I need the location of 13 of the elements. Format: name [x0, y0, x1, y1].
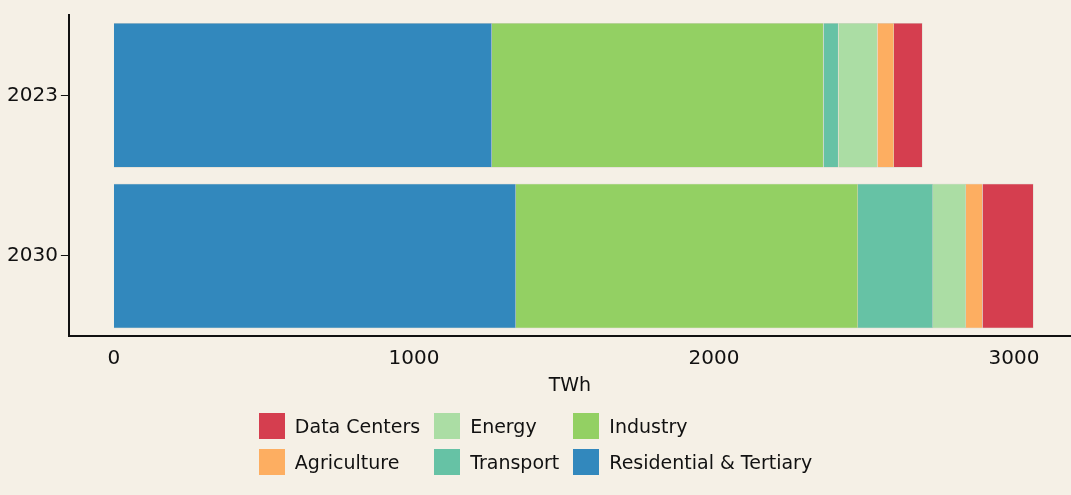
- y-tick-label: 2030: [6, 242, 58, 267]
- y-tick-label: 2023: [6, 81, 58, 106]
- x-tick-label: 3000: [988, 345, 1040, 370]
- legend-label: Data Centers: [294, 415, 421, 437]
- x-tick-label: 1000: [388, 345, 440, 370]
- legend-label: Agriculture: [294, 451, 400, 473]
- legend-label: Residential & Tertiary: [609, 451, 813, 473]
- x-tick-label: 2000: [688, 345, 740, 370]
- legend-label: Transport: [470, 451, 560, 473]
- x-axis-title: TWh: [547, 372, 592, 395]
- x-tick-label: 0: [107, 345, 121, 370]
- legend-label: Industry: [609, 415, 688, 437]
- legend-label: Energy: [470, 415, 537, 437]
